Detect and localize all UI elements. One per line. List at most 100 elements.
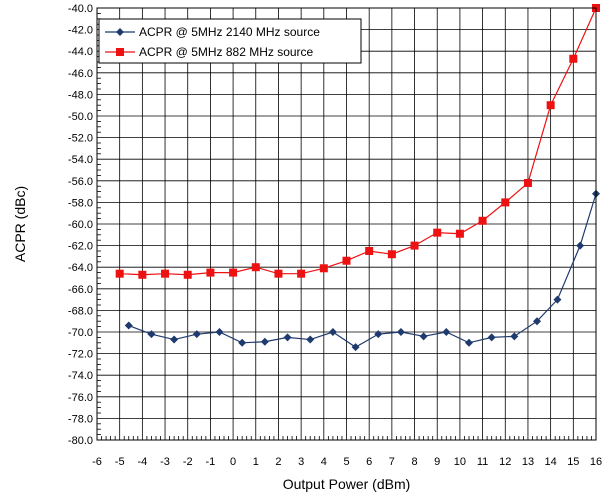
y-tick-label: -66.0 (68, 284, 93, 296)
data-point (192, 330, 201, 339)
x-tick-label: 14 (545, 456, 557, 468)
data-point (328, 328, 337, 336)
x-tick-label: 7 (389, 456, 395, 468)
x-tick-label: -6 (92, 456, 102, 468)
data-point (251, 263, 260, 272)
data-point (442, 328, 451, 336)
y-tick-label: -70.0 (68, 327, 93, 339)
y-tick-label: -52.0 (68, 133, 93, 145)
data-point (161, 269, 170, 278)
series-layer (115, 4, 600, 352)
y-tick-label: -80.0 (68, 435, 93, 447)
y-tick-label: -50.0 (68, 111, 93, 123)
data-point (510, 332, 519, 341)
x-axis-label: Output Power (dBm) (283, 476, 411, 492)
legend-swatch-marker (116, 48, 124, 56)
data-point (464, 338, 473, 347)
x-tick-label: 1 (253, 456, 259, 468)
x-tick-label: 0 (230, 456, 236, 468)
data-point (138, 270, 147, 279)
x-tick-label: 10 (454, 456, 466, 468)
x-tick-label: 8 (411, 456, 417, 468)
data-point (374, 330, 383, 339)
x-tick-label: 6 (366, 456, 372, 468)
series-line (119, 7, 597, 276)
data-point (553, 295, 562, 304)
data-point (115, 269, 124, 278)
y-tick-label: -42.0 (68, 25, 93, 37)
x-tick-label: -5 (115, 456, 125, 468)
y-tick-label: -64.0 (68, 262, 93, 274)
data-point (501, 198, 510, 207)
legend: ACPR @ 5MHz 2140 MHz source ACPR @ 5MHz 8… (98, 18, 362, 64)
data-point (319, 264, 328, 273)
data-point (546, 101, 555, 110)
x-tick-label: -4 (137, 456, 147, 468)
x-axis-ticks: -6 -5 -4 -3 -2 -1 0 1 2 3 4 5 6 7 8 9 10 11 12 13 14 15 16 (92, 456, 602, 468)
data-point (365, 247, 374, 255)
y-axis-label: ACPR (dBc) (12, 186, 28, 262)
y-tick-label: -62.0 (68, 241, 93, 253)
data-point (274, 269, 283, 278)
y-tick-label: -72.0 (68, 349, 93, 361)
x-tick-label: 13 (522, 456, 534, 468)
data-point (351, 343, 360, 352)
data-point (533, 317, 542, 326)
x-tick-label: 3 (298, 456, 304, 468)
data-point (410, 241, 419, 250)
legend-entry-label: ACPR @ 5MHz 882 MHz source (139, 45, 314, 59)
data-point (183, 270, 192, 279)
data-point (170, 335, 179, 344)
data-point (238, 338, 247, 347)
legend-swatch-marker (116, 28, 124, 36)
data-point (478, 216, 487, 225)
legend-box (98, 18, 362, 64)
x-tick-label: 11 (477, 456, 488, 468)
x-tick-label: -2 (183, 456, 193, 468)
x-tick-label: 4 (321, 456, 327, 468)
y-tick-label: -76.0 (68, 392, 93, 404)
plot-frame (96, 7, 597, 441)
y-tick-label: -46.0 (68, 68, 93, 80)
data-point (576, 241, 585, 250)
data-point (297, 269, 306, 278)
y-tick-label: -54.0 (68, 154, 93, 166)
x-tick-label: 9 (434, 456, 440, 468)
series-1 (124, 189, 600, 352)
data-point (215, 328, 224, 336)
y-tick-label: -44.0 (68, 46, 93, 58)
data-point (306, 335, 315, 344)
x-tick-label: 12 (499, 456, 511, 468)
series-line (128, 193, 597, 348)
data-point (206, 268, 215, 277)
data-point (396, 328, 405, 336)
grid-lines (96, 7, 597, 441)
x-tick-label: 2 (275, 456, 281, 468)
data-point (487, 333, 496, 342)
data-point (124, 321, 133, 330)
y-tick-label: -58.0 (68, 197, 93, 209)
x-tick-label: 16 (590, 456, 602, 468)
x-tick-label: -3 (160, 456, 170, 468)
data-point (419, 332, 428, 341)
y-tick-label: -48.0 (68, 89, 93, 101)
data-point (455, 229, 464, 238)
y-tick-label: -78.0 (68, 413, 93, 425)
data-point (147, 330, 156, 339)
x-tick-label: -1 (206, 456, 216, 468)
x-tick-label: 5 (343, 456, 349, 468)
x-tick-label: 15 (567, 456, 579, 468)
y-tick-label: -40.0 (68, 3, 93, 15)
data-point (229, 268, 238, 277)
data-point (523, 178, 532, 187)
y-tick-label: -74.0 (68, 370, 93, 382)
legend-entry-label: ACPR @ 5MHz 2140 MHz source (139, 25, 320, 39)
data-point (433, 228, 442, 237)
y-tick-label: -68.0 (68, 305, 93, 317)
data-point (260, 337, 269, 346)
data-point (283, 333, 292, 342)
data-point (342, 256, 351, 265)
y-tick-label: -60.0 (68, 219, 93, 231)
